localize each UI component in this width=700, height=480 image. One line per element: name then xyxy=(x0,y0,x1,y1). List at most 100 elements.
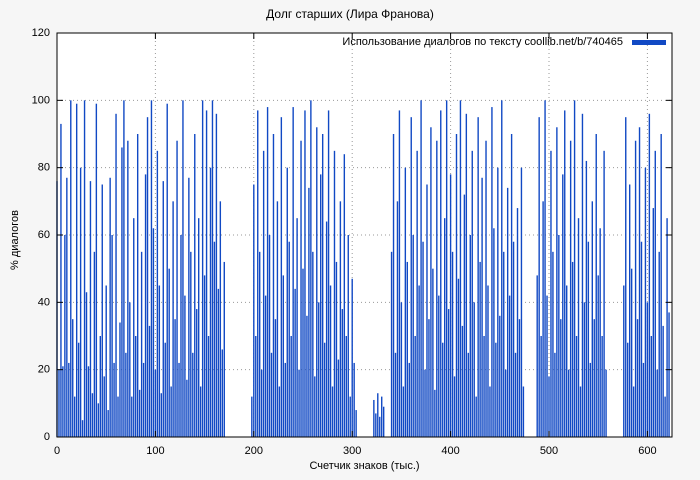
bar xyxy=(394,352,397,437)
bar xyxy=(442,342,444,437)
bar xyxy=(587,241,590,437)
bar xyxy=(133,218,135,437)
bar xyxy=(426,184,428,437)
bar xyxy=(58,369,60,437)
bar xyxy=(564,110,566,438)
bar xyxy=(274,319,277,437)
bar xyxy=(60,123,62,438)
bar xyxy=(150,100,153,437)
bar xyxy=(349,396,351,437)
bar xyxy=(192,352,194,437)
bar xyxy=(113,362,115,437)
bar xyxy=(253,184,255,437)
bar xyxy=(467,352,470,437)
bar xyxy=(382,406,385,437)
bar xyxy=(392,134,395,437)
bar xyxy=(377,393,379,437)
bar xyxy=(595,134,597,437)
bar xyxy=(314,376,316,437)
bar xyxy=(351,278,353,437)
bar xyxy=(286,167,288,438)
bar xyxy=(83,100,86,437)
bar xyxy=(296,218,298,437)
bar xyxy=(625,117,627,438)
bar xyxy=(546,295,548,437)
bar xyxy=(270,352,273,437)
bar xyxy=(308,187,310,437)
bar xyxy=(203,275,206,437)
bar xyxy=(447,309,450,437)
bar xyxy=(62,366,64,437)
bar xyxy=(381,396,383,437)
bar xyxy=(444,218,446,437)
bar xyxy=(566,285,568,437)
bar xyxy=(198,218,200,437)
bar xyxy=(660,134,662,437)
bar xyxy=(406,261,408,437)
bar xyxy=(591,201,593,437)
bar xyxy=(306,315,308,437)
bar xyxy=(479,261,481,437)
bar xyxy=(259,251,261,437)
bar xyxy=(97,403,100,437)
bar xyxy=(196,309,198,437)
bar xyxy=(461,325,464,437)
bar xyxy=(221,349,224,437)
x-axis-label: Счетчик знаков (тыс.) xyxy=(309,460,420,472)
bar xyxy=(209,167,212,438)
bar xyxy=(184,295,186,437)
bar xyxy=(499,315,501,437)
bar xyxy=(321,134,324,437)
bar xyxy=(623,285,625,437)
bar xyxy=(264,295,267,437)
bar xyxy=(638,127,641,438)
legend-label: Использование диалогов по тексту coollib… xyxy=(342,36,623,48)
x-tick-label: 500 xyxy=(540,445,558,457)
bar xyxy=(577,218,580,437)
bar xyxy=(190,251,192,437)
bar xyxy=(68,362,70,437)
bar xyxy=(512,241,515,437)
bar xyxy=(428,319,430,437)
bar xyxy=(471,150,473,437)
bar xyxy=(318,302,320,437)
y-tick-label: 0 xyxy=(44,431,50,443)
bar xyxy=(121,147,123,437)
bar xyxy=(550,150,552,437)
bar xyxy=(262,150,265,437)
bar xyxy=(654,150,656,437)
bar xyxy=(463,194,466,437)
bar xyxy=(562,174,564,437)
bar xyxy=(162,181,164,437)
bar xyxy=(207,336,210,437)
bar xyxy=(329,285,332,437)
bar xyxy=(459,100,462,437)
bar xyxy=(111,235,113,437)
bar xyxy=(455,134,458,437)
bar xyxy=(601,336,603,437)
bar xyxy=(571,261,574,437)
bar xyxy=(257,110,259,438)
bar xyxy=(176,140,178,438)
x-tick-label: 200 xyxy=(245,445,263,457)
bar xyxy=(144,174,147,437)
bar xyxy=(260,369,263,437)
bar xyxy=(558,235,560,437)
bar xyxy=(156,150,159,437)
bar xyxy=(402,386,405,437)
x-tick-label: 300 xyxy=(343,445,361,457)
bar xyxy=(79,167,82,438)
bar xyxy=(135,336,137,437)
bar xyxy=(127,140,129,438)
bar xyxy=(75,103,78,437)
bar xyxy=(453,376,456,437)
bar xyxy=(538,117,540,438)
bar xyxy=(353,362,355,437)
bar xyxy=(548,376,550,437)
bar xyxy=(375,413,377,437)
bar xyxy=(627,342,629,437)
bar xyxy=(510,134,513,437)
bar xyxy=(469,235,471,437)
bar xyxy=(658,251,660,437)
